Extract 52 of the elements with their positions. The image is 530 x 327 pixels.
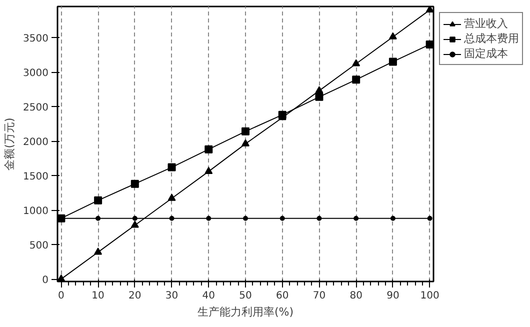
y-tick-label: 500 bbox=[29, 240, 49, 252]
x-tick-label: 50 bbox=[239, 290, 252, 302]
point bbox=[315, 86, 324, 94]
x-axis-title: 生产能力利用率(%) bbox=[197, 306, 294, 318]
point bbox=[204, 166, 213, 174]
point bbox=[352, 59, 360, 66]
y-tick-label: 1000 bbox=[23, 206, 49, 218]
point bbox=[243, 216, 248, 221]
point bbox=[426, 40, 434, 48]
point bbox=[426, 6, 434, 12]
x-tick-label: 0 bbox=[58, 290, 64, 302]
point bbox=[130, 180, 139, 188]
point bbox=[204, 145, 213, 154]
point bbox=[427, 216, 432, 221]
y-tick-label: 3500 bbox=[23, 34, 49, 45]
y-tick-label: 3000 bbox=[23, 68, 49, 80]
point bbox=[94, 196, 102, 204]
point bbox=[94, 248, 102, 255]
y-tick-label: 1500 bbox=[23, 172, 49, 183]
x-tick-label: 30 bbox=[165, 290, 178, 302]
point bbox=[315, 92, 324, 101]
point bbox=[388, 32, 397, 40]
legend-label: 营业收入 bbox=[464, 16, 508, 31]
y-tick-label: 2000 bbox=[23, 137, 49, 148]
x-tick-label: 20 bbox=[128, 290, 142, 302]
point bbox=[242, 127, 250, 136]
point bbox=[242, 139, 250, 146]
point bbox=[96, 216, 101, 221]
point bbox=[352, 76, 360, 84]
legend-label: 总成本费用 bbox=[464, 31, 519, 46]
point bbox=[130, 220, 139, 228]
x-tick-label: 80 bbox=[350, 290, 362, 302]
point bbox=[168, 163, 176, 172]
y-tick-label: 2500 bbox=[23, 102, 49, 114]
x-tick-label: 10 bbox=[92, 290, 104, 302]
x-tick-label: 40 bbox=[202, 290, 216, 302]
point bbox=[316, 216, 322, 221]
point bbox=[206, 216, 212, 221]
point bbox=[354, 216, 359, 221]
point bbox=[132, 216, 138, 221]
y-tick-label: 0 bbox=[42, 275, 49, 286]
point bbox=[390, 216, 396, 221]
legend-label: 固定成本 bbox=[464, 46, 508, 61]
x-tick-label: 90 bbox=[386, 290, 400, 302]
point bbox=[169, 216, 174, 221]
y-axis-title: 金额(万元) bbox=[3, 118, 16, 170]
point bbox=[388, 58, 397, 66]
point bbox=[280, 216, 285, 221]
point bbox=[168, 194, 176, 201]
x-tick-label: 70 bbox=[312, 290, 326, 302]
x-tick-label: 60 bbox=[276, 290, 289, 302]
x-tick-label: 100 bbox=[420, 290, 440, 302]
